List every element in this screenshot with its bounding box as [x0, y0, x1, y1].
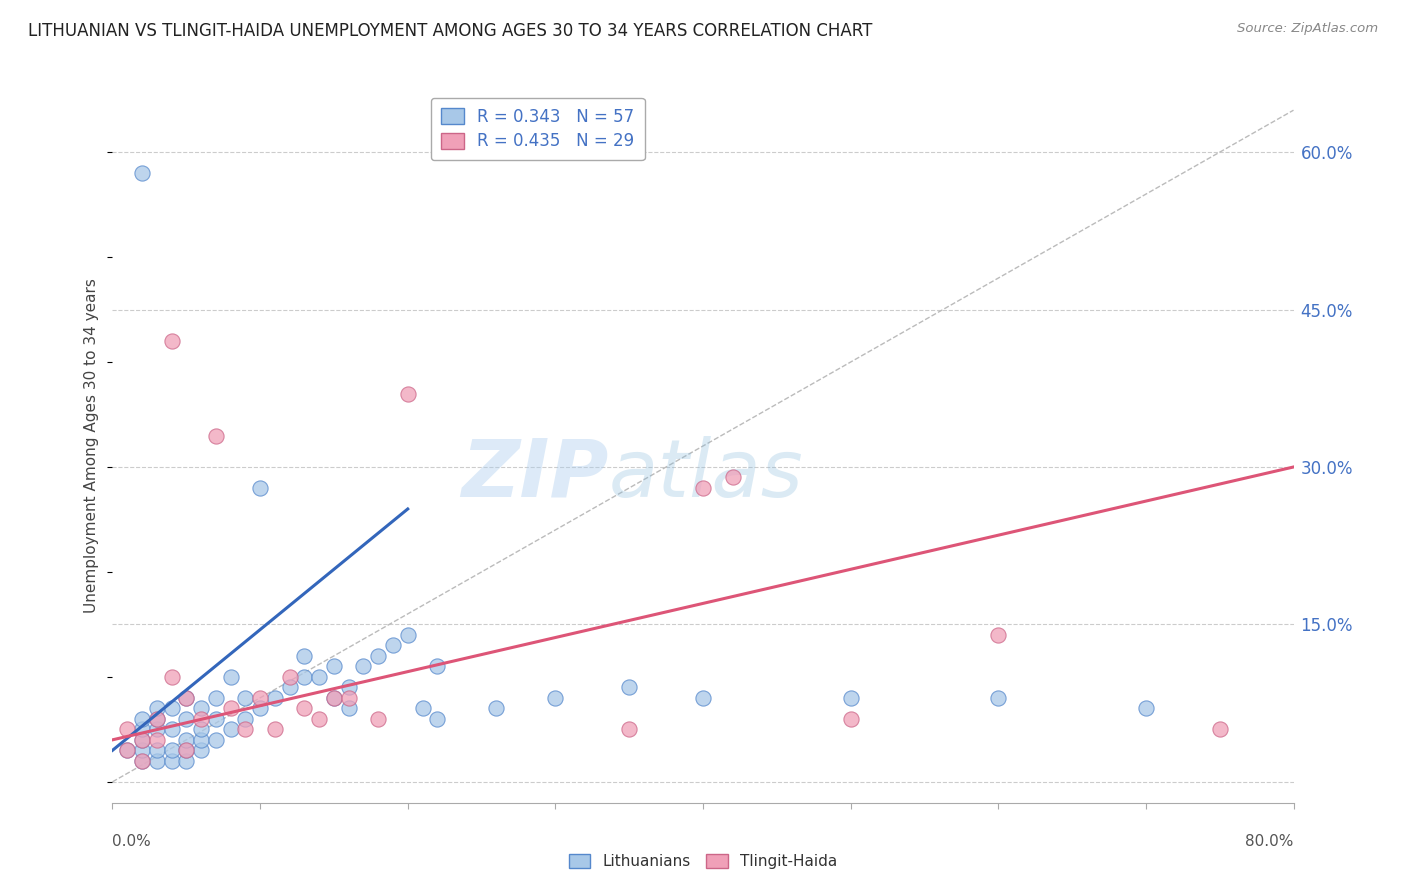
Point [292, 648, 315, 663]
Point [485, 701, 508, 715]
Point [131, 754, 153, 768]
Point [174, 743, 197, 757]
Point [323, 690, 346, 705]
Point [160, 743, 183, 757]
Point [323, 690, 346, 705]
Point [839, 712, 862, 726]
Point [117, 723, 138, 737]
Point [190, 701, 212, 715]
Point [146, 754, 169, 768]
Point [174, 743, 197, 757]
Point [987, 690, 1010, 705]
Point [117, 743, 138, 757]
Point [131, 723, 153, 737]
Point [219, 670, 242, 684]
Point [721, 470, 744, 484]
Point [292, 670, 315, 684]
Point [426, 712, 449, 726]
Text: Source: ZipAtlas.com: Source: ZipAtlas.com [1237, 22, 1378, 36]
Point [308, 670, 330, 684]
Text: LITHUANIAN VS TLINGIT-HAIDA UNEMPLOYMENT AMONG AGES 30 TO 34 YEARS CORRELATION C: LITHUANIAN VS TLINGIT-HAIDA UNEMPLOYMENT… [28, 22, 873, 40]
Legend: R = 0.343   N = 57, R = 0.435   N = 29: R = 0.343 N = 57, R = 0.435 N = 29 [430, 97, 644, 161]
Point [396, 386, 419, 401]
Text: 80.0%: 80.0% [1246, 834, 1294, 849]
Text: 0.0%: 0.0% [112, 834, 152, 849]
Point [190, 712, 212, 726]
Point [249, 481, 271, 495]
Point [219, 701, 242, 715]
Point [308, 712, 330, 726]
Point [1208, 723, 1232, 737]
Point [190, 743, 212, 757]
Point [337, 701, 360, 715]
Point [692, 481, 714, 495]
Point [264, 690, 287, 705]
Point [174, 712, 197, 726]
Point [190, 732, 212, 747]
Point [174, 690, 197, 705]
Text: ZIP: ZIP [461, 435, 609, 514]
Point [131, 743, 153, 757]
Point [131, 754, 153, 768]
Point [190, 723, 212, 737]
Point [131, 166, 153, 180]
Point [146, 712, 169, 726]
Point [233, 690, 256, 705]
Point [692, 690, 714, 705]
Point [160, 701, 183, 715]
Point [205, 732, 228, 747]
Point [426, 659, 449, 673]
Point [131, 712, 153, 726]
Point [146, 723, 169, 737]
Legend: Lithuanians, Tlingit-Haida: Lithuanians, Tlingit-Haida [562, 847, 844, 875]
Point [146, 701, 169, 715]
Point [146, 743, 169, 757]
Point [219, 723, 242, 737]
Point [619, 681, 641, 695]
Point [174, 690, 197, 705]
Point [131, 732, 153, 747]
Point [264, 723, 287, 737]
Point [131, 732, 153, 747]
Text: atlas: atlas [609, 435, 803, 514]
Point [337, 690, 360, 705]
Point [396, 628, 419, 642]
Point [323, 659, 346, 673]
Point [292, 701, 315, 715]
Point [411, 701, 433, 715]
Point [146, 732, 169, 747]
Point [233, 723, 256, 737]
Point [382, 639, 405, 653]
Point [160, 723, 183, 737]
Point [1135, 701, 1157, 715]
Point [337, 681, 360, 695]
Point [205, 690, 228, 705]
Point [160, 754, 183, 768]
Point [839, 690, 862, 705]
Point [367, 648, 389, 663]
Point [117, 743, 138, 757]
Point [160, 670, 183, 684]
Point [160, 334, 183, 348]
Point [278, 681, 301, 695]
Point [249, 701, 271, 715]
Point [367, 712, 389, 726]
Point [352, 659, 374, 673]
Y-axis label: Unemployment Among Ages 30 to 34 years: Unemployment Among Ages 30 to 34 years [84, 278, 100, 614]
Point [987, 628, 1010, 642]
Point [544, 690, 567, 705]
Point [174, 732, 197, 747]
Point [278, 670, 301, 684]
Point [249, 690, 271, 705]
Point [619, 723, 641, 737]
Point [205, 428, 228, 442]
Point [205, 712, 228, 726]
Point [146, 712, 169, 726]
Point [233, 712, 256, 726]
Point [174, 754, 197, 768]
